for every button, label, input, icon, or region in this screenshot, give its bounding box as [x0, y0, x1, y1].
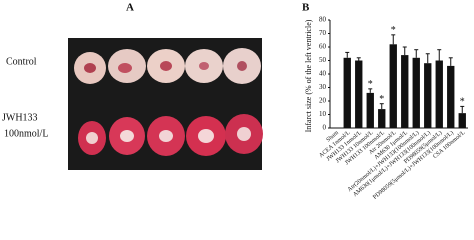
panel-label: A [126, 2, 134, 14]
bar [412, 57, 420, 128]
y-tick-label: 50 [319, 56, 327, 64]
bar [447, 65, 455, 128]
row-label: JWH133 [2, 112, 38, 123]
y-tick-label: 0 [323, 124, 327, 132]
y-tick-label: 80 [319, 16, 327, 24]
y-tick-label: 10 [319, 110, 327, 118]
significance-marker: * [368, 79, 373, 90]
significance-marker: * [379, 94, 384, 105]
y-tick-label: 70 [319, 29, 327, 37]
bar [343, 57, 351, 128]
bar [378, 109, 386, 128]
bar [424, 63, 432, 129]
y-tick-label: 40 [319, 70, 327, 78]
row-label: 100nmol/L [4, 128, 48, 139]
y-tick-label: 20 [319, 97, 327, 105]
figure: A Control JWH133 100nmol/L B Infarct siz… [2, 2, 468, 201]
significance-marker: * [460, 97, 465, 108]
bar [401, 55, 409, 128]
y-tick-label: 30 [319, 83, 327, 91]
bar [355, 60, 363, 128]
bar [458, 113, 466, 128]
y-axis-title: Infarct size (% of the left ventricle) [304, 19, 313, 132]
heart-slices [74, 48, 263, 156]
bar [389, 44, 397, 128]
bar [366, 92, 374, 128]
bar [435, 60, 443, 128]
panel-label: B [302, 2, 310, 14]
significance-marker: * [391, 25, 396, 36]
row-label: Control [6, 56, 37, 67]
y-tick-label: 60 [319, 43, 327, 51]
